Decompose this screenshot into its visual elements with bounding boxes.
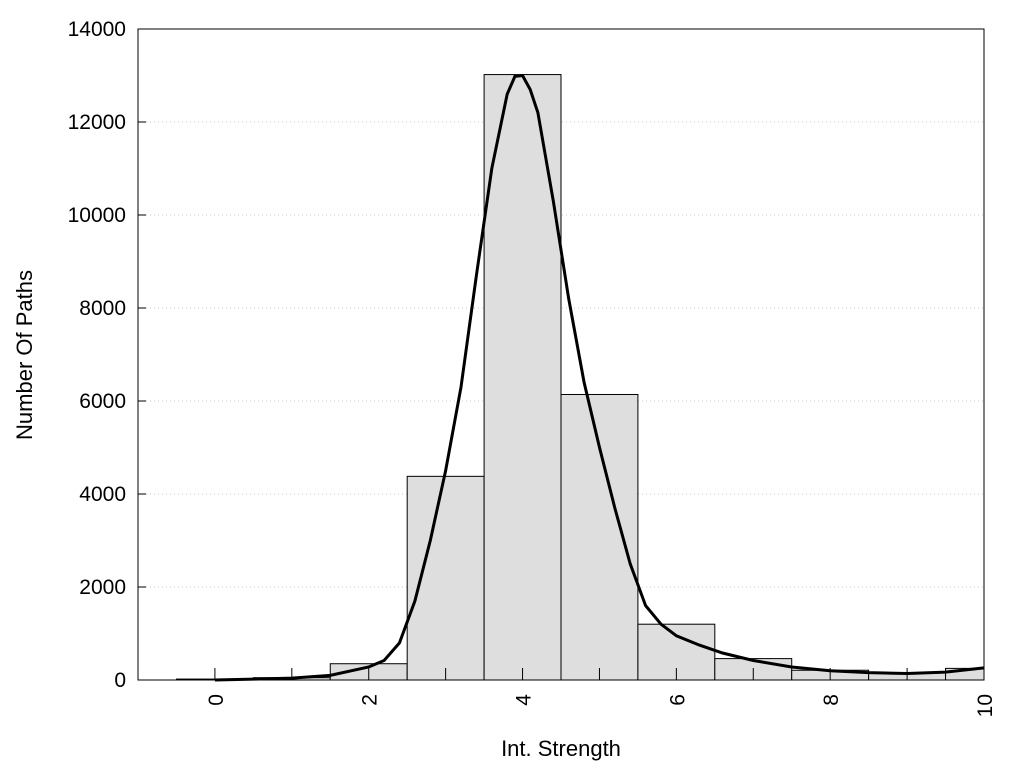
histogram-bar bbox=[560, 393, 639, 681]
x-tick-label: 10 bbox=[974, 694, 997, 717]
x-tick-label: 6 bbox=[666, 694, 689, 706]
gridlines bbox=[138, 121, 984, 588]
x-tick-label: 2 bbox=[359, 694, 382, 706]
y-tick-label: 14000 bbox=[68, 18, 126, 41]
histogram-bar bbox=[406, 475, 485, 681]
x-tick-labels: 0 2 4 6 8 10 bbox=[205, 694, 997, 718]
plot-frame bbox=[137, 28, 985, 681]
y-tick-labels: 0 2000 4000 6000 8000 10000 12000 14000 bbox=[68, 18, 126, 692]
x-axis-title: Int. Strength bbox=[501, 736, 621, 761]
x-tick-label: 0 bbox=[205, 694, 228, 706]
fit-curve bbox=[214, 73, 985, 682]
y-tick-label: 10000 bbox=[68, 204, 126, 227]
x-tick-label: 8 bbox=[820, 694, 843, 706]
x-tick-label: 4 bbox=[513, 694, 536, 706]
y-axis-title: Number Of Paths bbox=[12, 270, 37, 440]
y-tick-label: 4000 bbox=[79, 483, 126, 506]
y-tick-label: 8000 bbox=[79, 297, 126, 320]
y-tick-label: 0 bbox=[114, 669, 126, 692]
y-tick-label: 12000 bbox=[68, 111, 126, 134]
histogram-bars bbox=[175, 74, 985, 681]
histogram-bar bbox=[483, 74, 562, 681]
axis-ticks bbox=[138, 28, 985, 681]
y-tick-label: 2000 bbox=[79, 576, 126, 599]
y-tick-label: 6000 bbox=[79, 390, 126, 413]
